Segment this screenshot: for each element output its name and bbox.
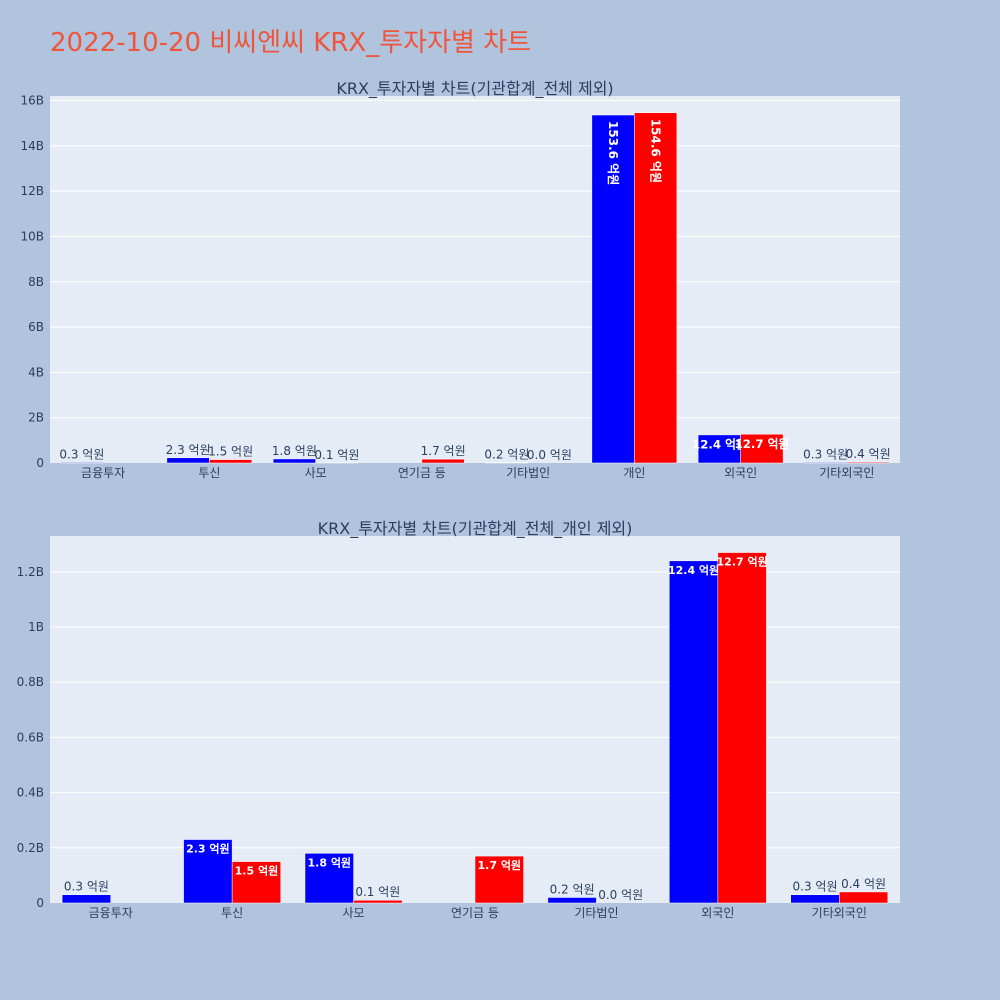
y-tick-label: 1.2B <box>17 565 44 579</box>
bar-사모-s1 <box>272 458 316 464</box>
bar-투신-s2 <box>209 459 253 464</box>
y-tick-label: 0 <box>36 896 44 910</box>
data-label: 0.3 억원 <box>59 447 104 461</box>
bar-투신-s1 <box>183 839 233 904</box>
bar-기타외국인-s2 <box>839 891 889 904</box>
data-label: 0.0 억원 <box>527 448 572 462</box>
data-label: 12.7 억원 <box>717 555 768 569</box>
data-label: 1.5 억원 <box>208 445 253 459</box>
chart-1: KRX_투자자별 차트(기관합계_전체 제외) 0 2B 4B 6B 8B 10B 12B 14… <box>20 79 900 480</box>
bar-사모-s1 <box>304 853 354 904</box>
data-label: 1.8 억원 <box>308 855 352 869</box>
x-tick-label-개인: 개인 <box>623 466 645 480</box>
data-label: 153.6 억원 <box>606 121 620 185</box>
data-label: 0.4 억원 <box>841 877 886 891</box>
y-tick-label: 0 <box>36 456 44 470</box>
bar-투신-s2 <box>231 861 281 904</box>
chart-title: KRX_투자자별 차트(기관합계_전체_개인 제외) <box>318 519 633 539</box>
bar-연기금-등-s2 <box>421 458 465 464</box>
y-tick-label: 4B <box>28 365 44 379</box>
data-label: 154.6 억원 <box>649 119 663 183</box>
data-label: 12.4 억원 <box>668 563 719 577</box>
y-tick-label: 10B <box>20 229 44 243</box>
y-tick-label: 2B <box>28 411 44 425</box>
y-tick-label: 1B <box>28 620 44 634</box>
data-label: 12.7 억원 <box>735 437 790 451</box>
data-label: 0.3 억원 <box>803 447 848 461</box>
data-label: 0.0 억원 <box>598 888 643 902</box>
y-tick-label: 6B <box>28 320 44 334</box>
chart-2: KRX_투자자별 차트(기관합계_전체_개인 제외) 0 0.2B 0.4B 0.6B 0… <box>17 519 900 920</box>
chart-title: KRX_투자자별 차트(기관합계_전체 제외) <box>336 79 613 99</box>
bar-사모-s2 <box>353 899 403 904</box>
y-tick-label: 0.4B <box>17 786 44 800</box>
x-tick-label-연기금-등: 연기금 등 <box>451 906 499 920</box>
y-tick-label: 0.8B <box>17 675 44 689</box>
x-tick-label-금융투자: 금융투자 <box>81 466 125 480</box>
x-tick-label-투신: 투신 <box>198 466 220 480</box>
y-tick-label: 14B <box>20 139 44 153</box>
bar-금융투자-s1 <box>61 894 111 904</box>
page-title: 2022-10-20 비씨엔씨 KRX_투자자별 차트 <box>50 28 532 58</box>
data-label: 1.7 억원 <box>478 858 522 872</box>
bar-개인-s2 <box>634 112 678 464</box>
bar-개인-s1 <box>591 114 635 464</box>
y-tick-label: 8B <box>28 275 44 289</box>
x-tick-label-외국인: 외국인 <box>724 466 757 480</box>
x-tick-label-외국인: 외국인 <box>701 906 734 920</box>
x-tick-label-연기금-등: 연기금 등 <box>398 466 446 480</box>
data-label: 1.8 억원 <box>272 444 317 458</box>
data-label: 0.2 억원 <box>484 448 529 462</box>
x-tick-label-사모: 사모 <box>343 906 365 920</box>
x-tick-label-기타외국인: 기타외국인 <box>812 906 867 920</box>
y-tick-label: 12B <box>20 184 44 198</box>
y-tick-label: 0.2B <box>17 841 44 855</box>
data-label: 0.1 억원 <box>355 885 400 899</box>
bar-연기금-등-s2 <box>474 855 524 904</box>
bar-기타외국인-s1 <box>804 462 848 464</box>
bar-외국인-s2 <box>740 433 784 464</box>
data-label: 12.4 억원 <box>692 438 747 452</box>
data-label: 2.3 억원 <box>166 443 211 457</box>
data-label: 1.7 억원 <box>421 444 466 458</box>
x-tick-label-기타법인: 기타법인 <box>506 466 550 480</box>
data-label: 0.4 억원 <box>846 447 891 461</box>
bar-외국인-s1 <box>697 434 741 464</box>
data-label: 0.2 억원 <box>550 882 595 896</box>
data-label: 0.3 억원 <box>793 880 838 894</box>
y-tick-label: 16B <box>20 94 44 108</box>
data-label: 0.3 억원 <box>64 880 109 894</box>
bar-외국인-s2 <box>717 552 767 904</box>
x-tick-label-기타외국인: 기타외국인 <box>819 466 874 480</box>
x-tick-label-투신: 투신 <box>221 906 243 920</box>
data-label: 2.3 억원 <box>186 842 230 856</box>
bar-기타법인-s1 <box>547 897 597 904</box>
x-tick-label-기타법인: 기타법인 <box>574 906 618 920</box>
x-tick-label-금융투자: 금융투자 <box>89 906 133 920</box>
y-tick-label: 0.6B <box>17 730 44 744</box>
bar-투신-s1 <box>166 457 210 464</box>
plot-area <box>50 96 900 463</box>
bar-외국인-s1 <box>669 560 719 904</box>
data-label: 0.1 억원 <box>314 448 359 462</box>
x-tick-label-사모: 사모 <box>305 466 327 480</box>
bar-기타외국인-s2 <box>846 461 890 464</box>
bar-기타외국인-s1 <box>790 894 840 904</box>
bar-금융투자-s1 <box>60 462 104 464</box>
data-label: 1.5 억원 <box>235 864 279 878</box>
